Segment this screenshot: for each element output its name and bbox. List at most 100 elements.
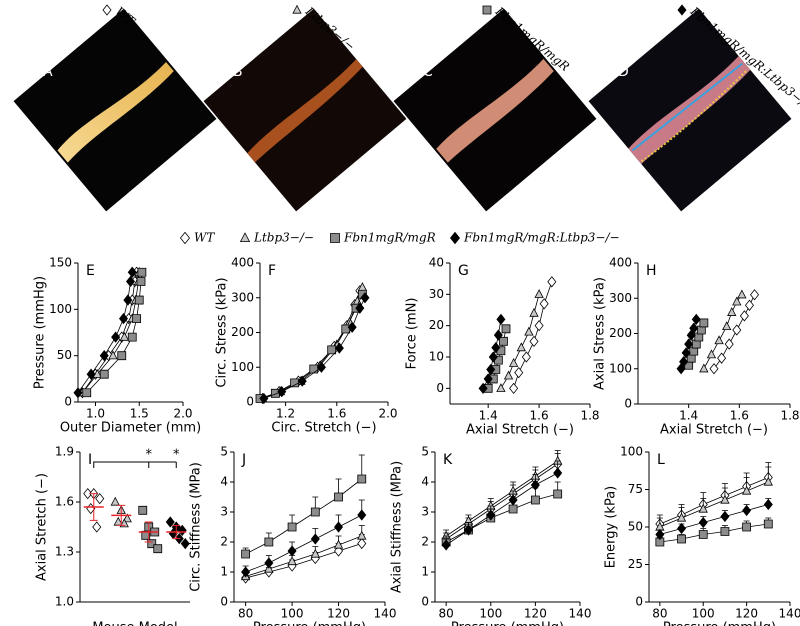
y-tick-label: 100: [609, 361, 632, 375]
marker: [92, 368, 102, 378]
panel-letter: I: [88, 452, 92, 468]
panel-letter: D: [618, 64, 629, 80]
marker: [441, 539, 451, 551]
y-tick-label: 300: [231, 290, 254, 304]
x-axis-label: Circ. Stretch (−): [271, 421, 376, 436]
annotation: *: [146, 448, 153, 463]
marker: [153, 544, 163, 554]
y-tick-label: 1: [421, 565, 429, 579]
y-tick-label: 0: [436, 381, 444, 395]
marker: [99, 369, 109, 379]
marker: [493, 329, 503, 341]
x-axis-label: Pressure (mmHg): [253, 621, 366, 626]
y-tick-label: 75: [628, 482, 643, 496]
marker: [108, 350, 118, 360]
series-line: [659, 481, 769, 528]
marker: [118, 312, 129, 325]
marker: [491, 341, 501, 354]
marker: [691, 313, 701, 326]
marker: [698, 503, 708, 513]
significance-bracket: [93, 461, 177, 468]
marker: [177, 524, 187, 536]
marker: [514, 367, 524, 379]
marker: [521, 351, 531, 363]
x-tick-label: 1.4: [679, 409, 698, 423]
marker: [478, 382, 488, 394]
series-line: [262, 290, 361, 399]
y-axis-label: Circ. Stress (kPa): [215, 277, 230, 387]
y-tick-label: 4: [421, 475, 429, 489]
marker: [763, 476, 773, 486]
x-tick-label: 1.4: [479, 409, 498, 423]
y-tick-label: 1.6: [55, 495, 74, 509]
marker: [334, 342, 344, 354]
sd-bar: [117, 504, 126, 526]
marker: [529, 307, 539, 317]
sd-bar: [172, 524, 181, 540]
y-tick-label: 1.3: [55, 545, 74, 559]
marker: [488, 351, 498, 363]
marker: [357, 530, 367, 540]
marker: [330, 233, 340, 243]
y-axis-label: Force (mN): [405, 298, 420, 370]
y-tick-label: 1.9: [55, 445, 74, 459]
marker: [357, 537, 367, 550]
legend-label: Ltbp3−/−: [253, 231, 314, 245]
marker: [698, 530, 708, 539]
panel-letter: E: [86, 263, 95, 279]
marker: [327, 345, 337, 355]
marker: [347, 321, 357, 333]
marker: [516, 342, 526, 352]
marker: [553, 467, 563, 479]
marker: [508, 504, 518, 514]
sd-bar: [89, 493, 98, 521]
marker: [539, 298, 549, 310]
marker: [744, 299, 754, 311]
marker: [287, 556, 297, 566]
marker: [125, 275, 136, 288]
marker: [341, 324, 351, 334]
marker: [676, 512, 687, 522]
marker: [530, 495, 540, 505]
x-tick-label: 140: [779, 607, 800, 621]
x-tick-label: 1.5: [130, 407, 149, 421]
x-axis-label: Outer Diameter (mm): [60, 421, 201, 436]
marker: [310, 507, 320, 517]
y-tick-label: 0: [421, 595, 429, 609]
x-axis-label: Axial Stretch (−): [466, 423, 574, 438]
marker: [290, 378, 299, 388]
marker: [95, 493, 105, 505]
marker: [714, 335, 724, 345]
marker: [239, 232, 251, 243]
panel-letter: B: [233, 64, 243, 80]
marker: [264, 537, 274, 547]
panel-letter: L: [657, 452, 665, 468]
panel: 0 25 50 75 100 80 100 120 140Pressure (mmHg) Ener…: [604, 445, 800, 626]
marker: [698, 516, 708, 529]
marker: [449, 231, 461, 245]
marker: [709, 363, 719, 375]
x-tick-label: 140: [374, 607, 397, 621]
marker: [724, 338, 734, 350]
x-tick-label: 140: [569, 607, 592, 621]
marker: [508, 494, 518, 506]
panel-letter: A: [43, 64, 53, 80]
marker: [463, 524, 473, 536]
marker: [496, 313, 506, 326]
panel: 0 1 2 3 4 5 80 100 120 140 Pressure (mmHg) Axial St…: [390, 445, 592, 626]
marker: [137, 267, 147, 277]
y-tick-label: 1: [220, 565, 228, 579]
legend-label: Fbn1mgR/mgR:Ltbp3−/−: [463, 231, 620, 245]
x-tick-label: 1.8: [780, 409, 799, 423]
y-axis-label: Axial Stiffness (MPa): [390, 461, 405, 593]
marker: [333, 539, 344, 549]
marker: [553, 489, 563, 499]
marker: [310, 548, 320, 558]
x-tick-label: 100: [281, 607, 304, 621]
marker: [334, 492, 343, 502]
y-tick-label: 100: [49, 302, 72, 316]
y-tick-label: 200: [609, 326, 632, 340]
y-tick-label: 150: [49, 256, 72, 270]
marker: [486, 363, 496, 376]
